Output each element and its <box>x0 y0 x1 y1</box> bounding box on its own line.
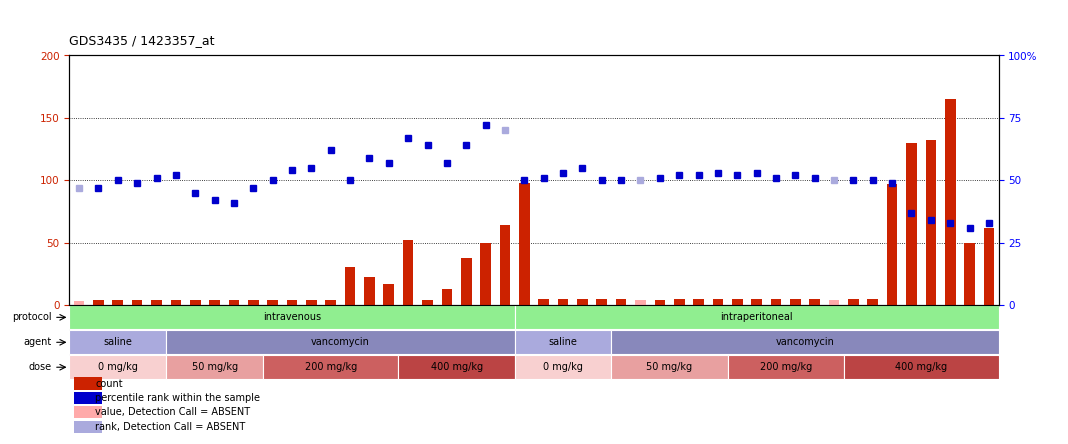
Bar <box>635 300 646 305</box>
Bar <box>596 299 607 305</box>
Bar <box>906 143 916 305</box>
Text: count: count <box>95 379 123 388</box>
Bar <box>790 299 801 305</box>
Text: 50 mg/kg: 50 mg/kg <box>646 362 692 372</box>
Bar <box>69 330 167 354</box>
Text: value, Detection Call = ABSENT: value, Detection Call = ABSENT <box>95 408 251 417</box>
Bar <box>383 284 394 305</box>
Bar <box>810 299 820 305</box>
Bar <box>267 300 278 305</box>
Bar <box>500 225 511 305</box>
Bar <box>515 355 612 379</box>
Bar <box>519 182 530 305</box>
Text: dose: dose <box>29 362 52 372</box>
Text: intravenous: intravenous <box>263 313 321 322</box>
Bar <box>848 299 859 305</box>
Bar <box>751 299 761 305</box>
Bar <box>167 330 515 354</box>
Bar <box>69 305 515 329</box>
Bar <box>190 300 201 305</box>
Text: 50 mg/kg: 50 mg/kg <box>191 362 238 372</box>
Bar <box>984 228 994 305</box>
Bar <box>74 377 101 390</box>
Bar <box>263 355 398 379</box>
Bar <box>171 300 182 305</box>
Bar <box>398 355 515 379</box>
Bar <box>771 299 782 305</box>
Text: 0 mg/kg: 0 mg/kg <box>98 362 138 372</box>
Bar <box>964 242 975 305</box>
Bar <box>364 278 375 305</box>
Bar <box>422 300 433 305</box>
Bar <box>829 300 839 305</box>
Text: agent: agent <box>23 337 52 347</box>
Text: saline: saline <box>549 337 578 347</box>
Bar <box>248 300 258 305</box>
Bar <box>612 330 999 354</box>
Bar <box>74 406 101 419</box>
Bar <box>131 300 142 305</box>
Bar <box>886 184 897 305</box>
Bar <box>481 242 491 305</box>
Bar <box>844 355 999 379</box>
Bar <box>93 300 104 305</box>
Text: 0 mg/kg: 0 mg/kg <box>544 362 583 372</box>
Bar <box>867 299 878 305</box>
Bar <box>515 330 612 354</box>
Bar <box>945 99 956 305</box>
Bar <box>926 140 937 305</box>
Bar <box>557 299 568 305</box>
Bar <box>152 300 162 305</box>
Bar <box>655 300 665 305</box>
Text: protocol: protocol <box>13 313 52 322</box>
Bar <box>538 299 549 305</box>
Bar <box>112 300 123 305</box>
Bar <box>712 299 723 305</box>
Bar <box>403 240 413 305</box>
Text: intraperitoneal: intraperitoneal <box>720 313 792 322</box>
Bar <box>69 355 167 379</box>
Text: 200 mg/kg: 200 mg/kg <box>759 362 812 372</box>
Text: saline: saline <box>104 337 132 347</box>
Bar <box>732 299 742 305</box>
Bar <box>577 299 587 305</box>
Bar <box>286 300 297 305</box>
Bar <box>674 299 685 305</box>
Bar <box>727 355 844 379</box>
Text: 400 mg/kg: 400 mg/kg <box>430 362 483 372</box>
Text: percentile rank within the sample: percentile rank within the sample <box>95 393 261 403</box>
Bar <box>74 301 84 305</box>
Bar <box>74 421 101 433</box>
Bar <box>209 300 220 305</box>
Text: vancomycin: vancomycin <box>775 337 834 347</box>
Bar <box>307 300 317 305</box>
Text: vancomycin: vancomycin <box>311 337 370 347</box>
Text: 200 mg/kg: 200 mg/kg <box>304 362 357 372</box>
Bar <box>461 258 472 305</box>
Bar <box>345 267 356 305</box>
Bar <box>612 355 727 379</box>
Text: GDS3435 / 1423357_at: GDS3435 / 1423357_at <box>69 34 215 47</box>
Text: rank, Detection Call = ABSENT: rank, Detection Call = ABSENT <box>95 422 246 432</box>
Bar <box>74 392 101 404</box>
Bar <box>167 355 263 379</box>
Bar <box>693 299 704 305</box>
Bar <box>229 300 239 305</box>
Bar <box>616 299 627 305</box>
Text: 400 mg/kg: 400 mg/kg <box>895 362 947 372</box>
Bar <box>441 289 452 305</box>
Bar <box>515 305 999 329</box>
Bar <box>326 300 336 305</box>
